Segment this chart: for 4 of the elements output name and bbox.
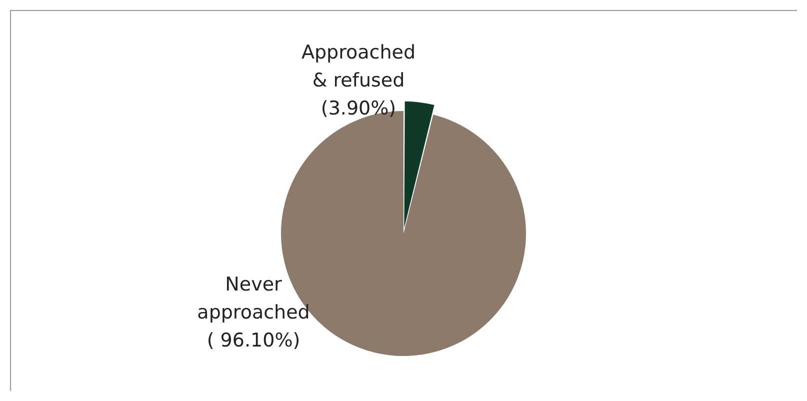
slice-label: Never approached [197,273,310,324]
data-label: (3.90%) [320,97,396,120]
slice-label: Approached & refused [301,41,416,92]
data-label: ( 96.10%) [206,329,300,352]
